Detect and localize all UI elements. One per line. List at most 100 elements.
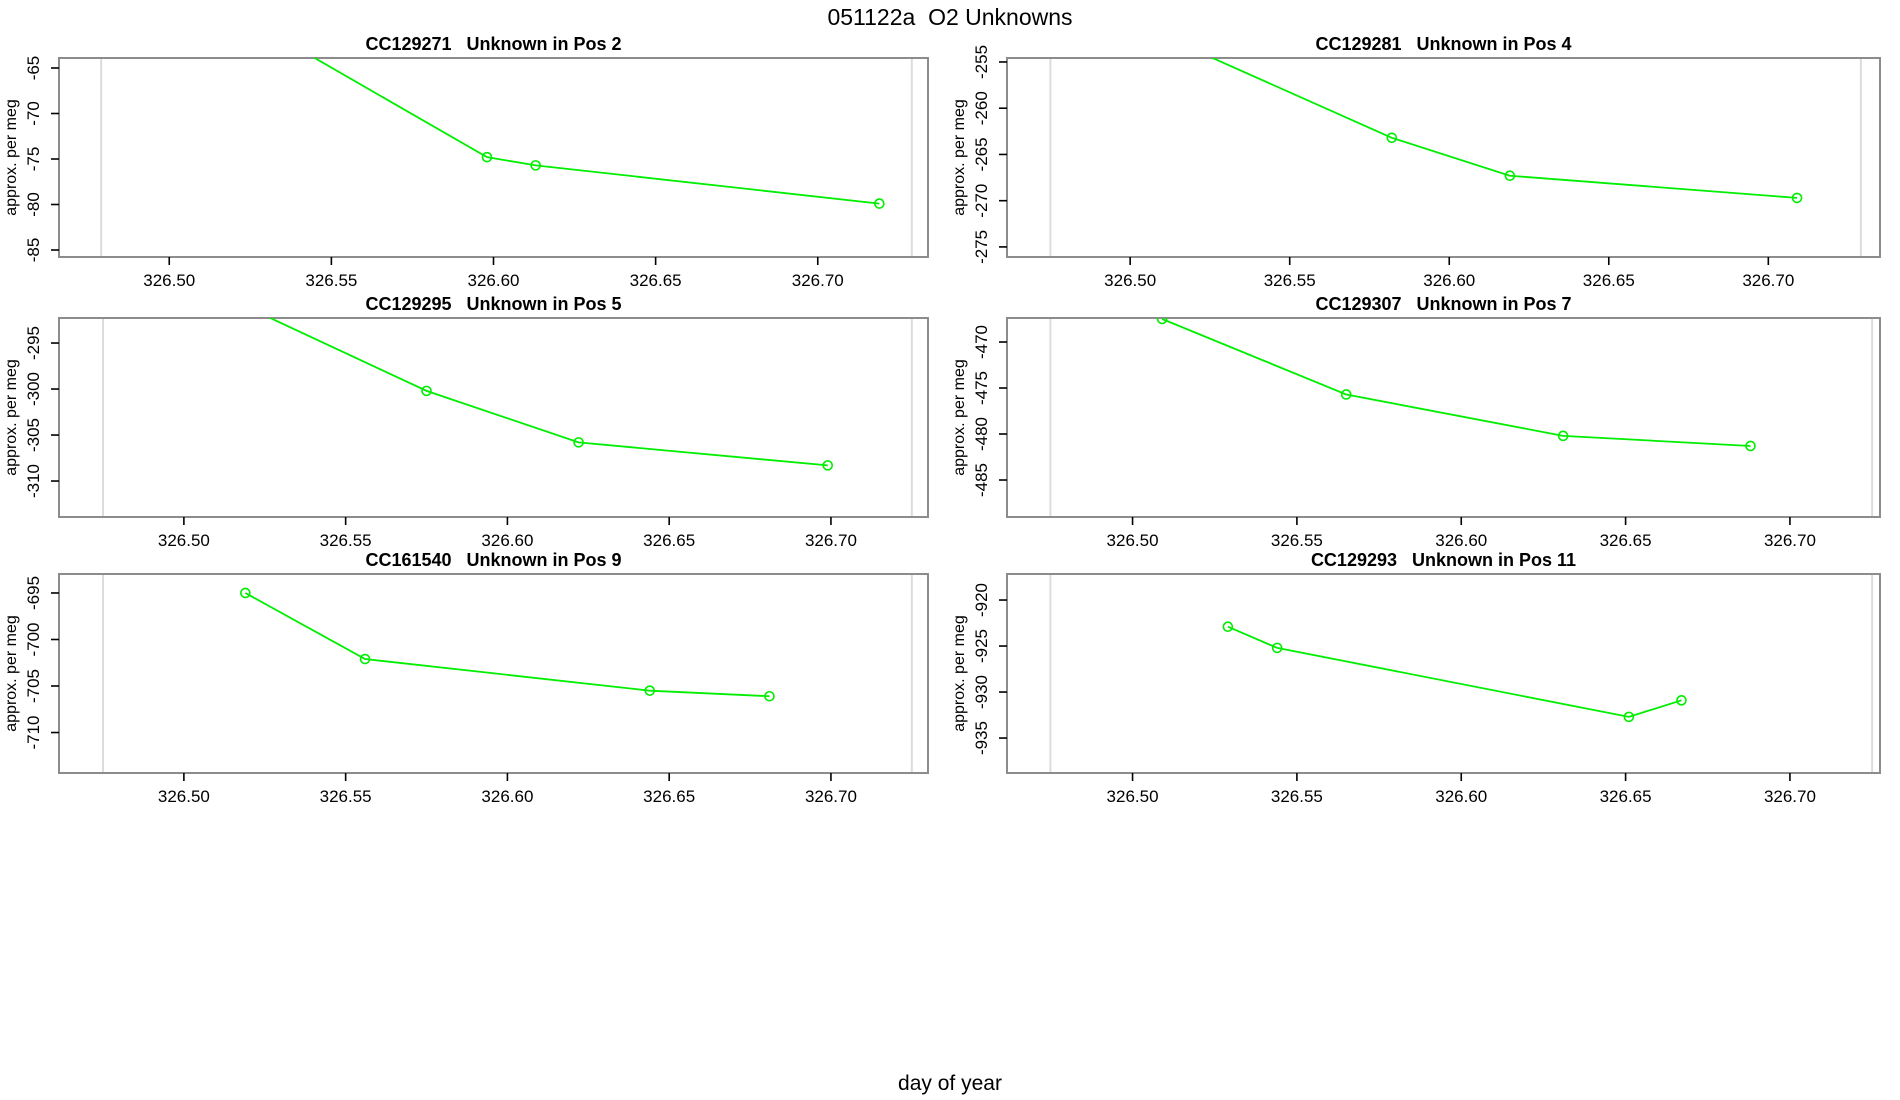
y-tick-label: -80 [24, 192, 43, 217]
y-tick-label: -920 [972, 583, 991, 617]
plot-box [58, 317, 929, 518]
panel-title: CC129293 Unknown in Pos 11 [1311, 550, 1576, 570]
x-tick-label: 326.65 [630, 271, 682, 290]
y-tick-label: -475 [972, 371, 991, 405]
y-axis-label: approx. per meg [3, 99, 20, 216]
data-point-marker [1271, 642, 1283, 654]
data-point-marker [359, 653, 371, 665]
y-tick-label: -275 [972, 230, 991, 264]
data-point-marker [240, 587, 251, 599]
y-tick-label: -70 [24, 101, 43, 126]
data-point-marker [874, 198, 885, 209]
y-tick-label: -265 [972, 137, 991, 171]
data-line [268, 318, 828, 467]
y-tick-label: -700 [24, 622, 43, 656]
x-tick-label: 326.65 [643, 531, 695, 550]
data-point-marker [1791, 192, 1803, 204]
data-point-marker [421, 385, 432, 397]
y-axis-label: approx. per meg [3, 615, 20, 732]
x-tick-label: 326.50 [158, 787, 210, 806]
data-point-marker [573, 437, 584, 448]
data-point-marker [822, 460, 834, 471]
data-point-marker [1557, 430, 1569, 442]
x-tick-label: 326.65 [1583, 271, 1635, 290]
data-point-marker [1222, 621, 1234, 633]
y-tick-label: -305 [24, 418, 43, 452]
x-tick-label: 326.70 [805, 531, 857, 550]
panel-CC129293: 326.50 326.55 326.60 326.65 326.70 -935 -930 -9… [951, 550, 1881, 806]
data-point-marker [1676, 695, 1687, 706]
y-tick-label: -65 [24, 56, 43, 81]
y-tick-label: -270 [972, 184, 991, 218]
y-tick-label: -480 [972, 417, 991, 451]
x-tick-label: 326.50 [158, 531, 210, 550]
x-tick-label: 326.70 [792, 271, 844, 290]
y-axis-label: approx. per meg [951, 615, 968, 732]
panel-CC129307: 326.50 326.55 326.60 326.65 326.70 -485 -480 -4… [951, 294, 1881, 550]
x-tick-label: 326.55 [1271, 531, 1323, 550]
y-tick-label: -300 [24, 372, 43, 406]
x-tick-label: 326.65 [643, 787, 695, 806]
y-axis-label: approx. per meg [3, 359, 20, 476]
x-tick-label: 326.50 [1104, 271, 1156, 290]
y-tick-label: -75 [24, 147, 43, 172]
panel-CC129271: 326.50 326.55 326.60 326.65 326.70 -85 -80 -75 -… [3, 34, 929, 290]
y-tick-label: -710 [24, 716, 43, 750]
y-tick-label: -695 [24, 576, 43, 610]
x-tick-label: 326.70 [1764, 787, 1816, 806]
data-point-marker [1340, 389, 1352, 400]
panel-CC129295: 326.50 326.55 326.60 326.65 326.70 -310 -305 -3… [3, 294, 929, 550]
panel-title: CC129295 Unknown in Pos 5 [365, 294, 621, 314]
x-tick-label: 326.60 [1435, 787, 1487, 806]
x-tick-label: 326.50 [1107, 787, 1159, 806]
data-point-marker [1745, 440, 1756, 452]
x-tick-label: 326.55 [1271, 787, 1323, 806]
panel-title: CC129281 Unknown in Pos 4 [1315, 34, 1571, 54]
y-axis-label: approx. per meg [951, 99, 968, 216]
y-tick-label: -260 [972, 91, 991, 125]
x-tick-label: 326.55 [305, 271, 357, 290]
data-point-marker [764, 690, 775, 702]
data-point-marker [644, 685, 656, 696]
panel-title: CC129307 Unknown in Pos 7 [1315, 294, 1571, 314]
y-tick-label: -705 [24, 669, 43, 703]
panel-CC129281: 326.50 326.55 326.60 326.65 326.70 -275 -270 -2… [951, 34, 1881, 290]
x-tick-label: 326.60 [468, 271, 520, 290]
panel-CC161540: 326.50 326.55 326.60 326.65 326.70 -710 -705 -7… [3, 550, 929, 806]
y-tick-label: -85 [24, 238, 43, 263]
data-line [1227, 625, 1682, 718]
panel-title: CC161540 Unknown in Pos 9 [365, 550, 621, 570]
plot-box [1006, 573, 1881, 774]
x-tick-label: 326.70 [805, 787, 857, 806]
y-tick-label: -470 [972, 325, 991, 359]
y-tick-label: -295 [24, 326, 43, 360]
panel-title: CC129271 Unknown in Pos 2 [365, 34, 621, 54]
data-point-marker [1623, 711, 1635, 723]
x-tick-label: 326.65 [1600, 787, 1652, 806]
x-tick-label: 326.65 [1600, 531, 1652, 550]
x-tick-label: 326.60 [481, 531, 533, 550]
y-axis-label: approx. per meg [951, 359, 968, 476]
plot-box [1006, 317, 1881, 518]
data-point-marker [1386, 132, 1398, 144]
data-line [1161, 318, 1751, 447]
y-tick-label: -485 [972, 463, 991, 497]
x-tick-label: 326.55 [320, 531, 372, 550]
plot-box [58, 573, 929, 774]
x-tick-label: 326.60 [481, 787, 533, 806]
data-line [1210, 58, 1798, 199]
figure-title: 051122a O2 Unknowns [827, 4, 1073, 30]
data-point-marker [1156, 318, 1168, 325]
x-tick-label: 326.50 [143, 271, 195, 290]
data-point-marker [481, 151, 493, 163]
data-line [244, 592, 770, 698]
x-tick-label: 326.50 [1107, 531, 1159, 550]
data-line [312, 58, 880, 205]
x-tick-label: 326.55 [320, 787, 372, 806]
x-tick-label: 326.60 [1423, 271, 1475, 290]
x-tick-label: 326.70 [1764, 531, 1816, 550]
data-point-marker [1504, 170, 1516, 182]
y-tick-label: -935 [972, 721, 991, 755]
